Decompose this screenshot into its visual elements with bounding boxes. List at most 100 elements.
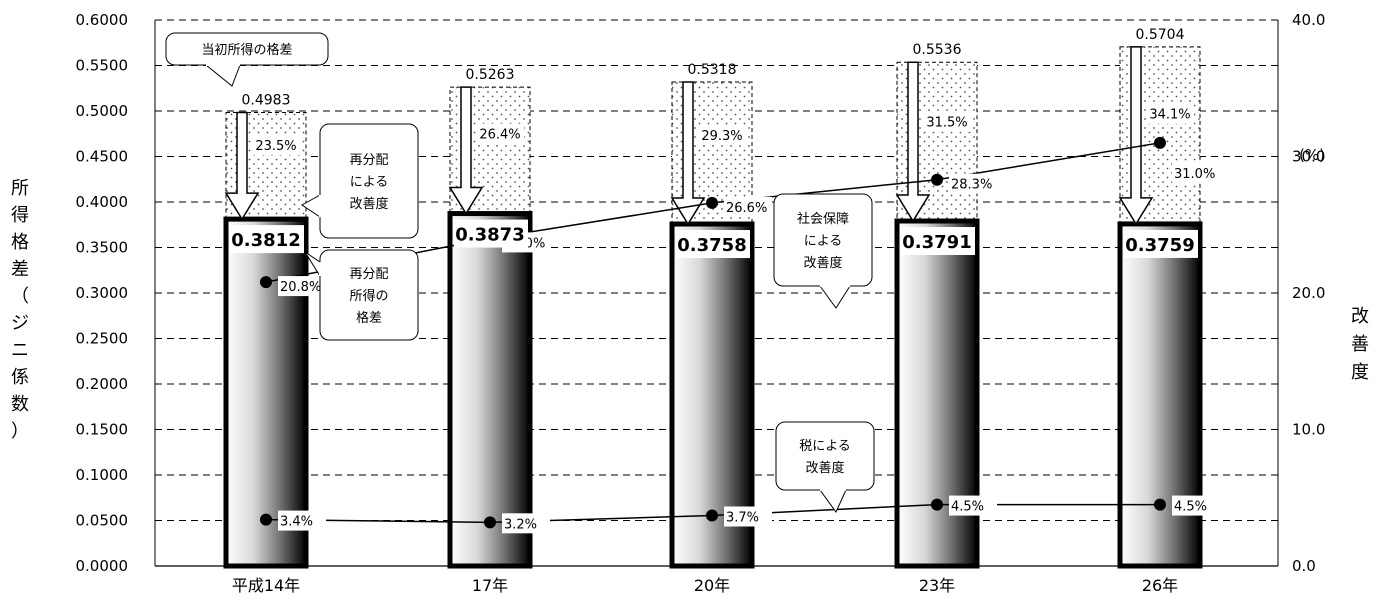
right-tick-label: 0.0 xyxy=(1292,557,1316,575)
improvement-label-bg xyxy=(698,124,746,145)
social-security-callout-text: 社会保障 xyxy=(797,211,849,227)
redistributed-callout-text: 再分配 xyxy=(349,267,388,282)
left-axis-title-char: 数 xyxy=(11,394,29,415)
left-tick-label: 0.0000 xyxy=(76,557,129,575)
gini-label-bg xyxy=(230,225,304,254)
redistributed-gini-label: 0.3758 xyxy=(677,235,746,256)
reduction-arrow xyxy=(224,111,260,221)
initial-gini-label: 0.5318 xyxy=(688,62,737,78)
social-security-point xyxy=(1154,136,1166,149)
tax-label: 3.2% xyxy=(504,517,537,532)
redistribution-callout-tail xyxy=(301,194,321,218)
improvement-label-bg xyxy=(476,123,524,144)
left-tick-label: 0.1000 xyxy=(76,466,129,484)
right-axis-title-char: 度 xyxy=(1351,362,1369,383)
redistributed-gini-label: 0.3812 xyxy=(231,230,300,251)
left-axis-title-char: （ xyxy=(11,286,29,307)
category-label: 20年 xyxy=(694,576,730,595)
social-security-point xyxy=(706,196,718,209)
tax-callout-tail xyxy=(819,489,847,513)
left-axis-title-char: 得 xyxy=(11,205,29,226)
social-security-label: 26.6% xyxy=(726,201,767,216)
redistribution-improvement-label: 26.4% xyxy=(479,128,520,143)
tax-point xyxy=(706,509,718,522)
left-tick-label: 0.3500 xyxy=(76,239,129,257)
line-label-bg xyxy=(278,276,326,297)
line-label-bg xyxy=(1172,495,1220,516)
tax-point xyxy=(1154,498,1166,511)
redistribution-callout-box xyxy=(319,123,419,239)
initial-callout-tail xyxy=(205,64,241,87)
social-security-callout-tail xyxy=(819,285,851,309)
left-tick-label: 0.4500 xyxy=(76,148,129,166)
line-label-bg xyxy=(278,510,326,531)
tax-label: 3.4% xyxy=(280,515,313,530)
improvement-label-bg xyxy=(252,135,300,156)
social-security-label: 20.8% xyxy=(280,280,321,295)
left-axis-title-char: ニ xyxy=(11,340,29,361)
left-tick-label: 0.1500 xyxy=(76,421,129,439)
left-axis-title-char: ） xyxy=(11,421,29,442)
left-tick-label: 0.2500 xyxy=(76,330,129,348)
left-tick-label: 0.3000 xyxy=(76,284,129,302)
gini-label-bg xyxy=(454,219,528,248)
redistributed-callout-box xyxy=(319,249,419,341)
left-tick-label: 0.4000 xyxy=(76,193,129,211)
initial-gini-label: 0.5704 xyxy=(1136,27,1185,43)
left-tick-label: 0.6000 xyxy=(76,11,129,29)
left-tick-label: 0.0500 xyxy=(76,512,129,530)
tax-point xyxy=(260,513,272,526)
line-label-bg xyxy=(502,513,550,534)
right-axis-title-char: 改 xyxy=(1351,306,1369,327)
tax-label: 4.5% xyxy=(1174,500,1207,515)
gini-label-bg xyxy=(676,230,750,259)
right-tick-label: 20.0 xyxy=(1292,284,1325,302)
initial-callout-box xyxy=(165,32,329,66)
category-label: 23年 xyxy=(919,576,955,595)
category-label: 17年 xyxy=(472,576,508,595)
left-tick-label: 0.2000 xyxy=(76,375,129,393)
tax-point xyxy=(931,498,943,511)
social-security-label: 28.3% xyxy=(951,178,992,193)
left-axis-title-char: 係 xyxy=(11,367,29,388)
left-axis-title-char: 格 xyxy=(11,232,29,253)
reduction-arrow xyxy=(895,61,931,223)
right-axis-title-char: 善 xyxy=(1351,334,1369,355)
line-label-bg xyxy=(949,173,997,194)
tax-label: 3.7% xyxy=(726,510,759,525)
improvement-label-bg xyxy=(923,111,971,132)
line-label-bg xyxy=(1172,162,1220,183)
redistribution-callout-text: 改善度 xyxy=(349,196,388,212)
redistribution-callout-text: 再分配 xyxy=(349,153,388,168)
redistributed-gini-label: 0.3873 xyxy=(455,225,524,246)
line-label-bg xyxy=(949,495,997,516)
category-label: 平成14年 xyxy=(232,576,300,595)
initial-gini-label: 0.5263 xyxy=(466,67,515,83)
social-security-point xyxy=(260,276,272,289)
category-label: 26年 xyxy=(1142,576,1178,595)
redistribution-improvement-label: 23.5% xyxy=(255,139,296,154)
social-security-label: 31.0% xyxy=(1174,167,1215,182)
social-security-callout-text: 改善度 xyxy=(803,255,842,271)
left-tick-label: 0.5500 xyxy=(76,57,129,75)
redistributed-callout-text: 格差 xyxy=(356,310,382,326)
initial-gini-label: 0.5536 xyxy=(913,42,962,58)
left-axis-title-char: ジ xyxy=(11,313,29,334)
tax-callout-text: 改善度 xyxy=(805,460,844,476)
line-label-bg xyxy=(724,196,772,217)
gini-label-bg xyxy=(901,227,975,256)
line-label-bg xyxy=(724,506,772,527)
redistribution-callout-text: による xyxy=(350,175,389,190)
redistribution-improvement-label: 34.1% xyxy=(1149,108,1190,123)
tax-callout-text: 税による xyxy=(799,439,851,454)
gini-label-bg xyxy=(1124,229,1198,258)
redistributed-callout-text: 所得の xyxy=(349,288,388,304)
social-security-callout-text: による xyxy=(804,234,843,249)
left-axis-title-char: 差 xyxy=(11,259,29,280)
reduction-arrow xyxy=(448,86,484,215)
right-unit-label: (%) xyxy=(1299,146,1325,164)
reduction-arrow xyxy=(670,81,706,226)
tax-point xyxy=(484,516,496,529)
